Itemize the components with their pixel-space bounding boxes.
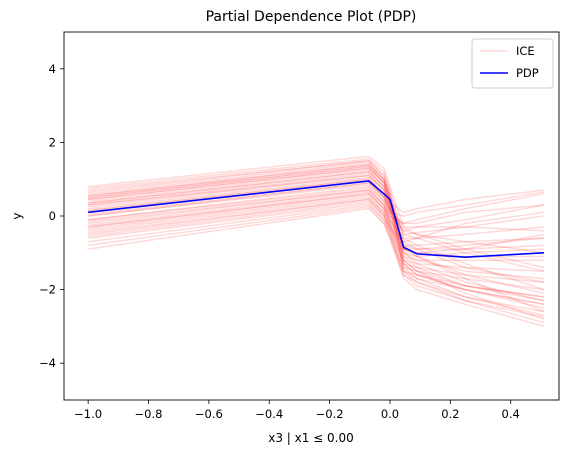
ice-line-20 [88, 193, 544, 261]
ice-line-27 [87, 206, 545, 324]
ice-line-14 [88, 182, 545, 217]
ice-line-37 [88, 165, 545, 236]
ice-line-28 [87, 207, 545, 328]
ice-line-26 [88, 204, 545, 313]
ice-line-3 [88, 161, 545, 320]
ice-line-35 [88, 198, 545, 243]
ice-line-21 [88, 195, 544, 272]
y-tick-label: 2 [49, 135, 56, 149]
ice-line-7 [88, 169, 545, 309]
x-tick-label: 0.2 [441, 407, 459, 421]
ice-line-25 [88, 202, 545, 306]
x-tick-label: 0.4 [502, 407, 520, 421]
plot-area [87, 155, 545, 328]
y-tick-label: −4 [39, 356, 56, 370]
x-axis-ticks: −1.0 −0.8 −0.6 −0.4 −0.2 0.0 0.2 0.4 [74, 400, 520, 421]
ice-line-5 [88, 165, 545, 302]
ice-line-39 [88, 193, 545, 306]
legend: ICE PDP [471, 38, 554, 89]
ice-line-33 [88, 182, 545, 302]
x-tick-label: 0.0 [381, 407, 399, 421]
ice-line-18 [88, 189, 544, 250]
ice-line-19 [88, 191, 544, 258]
y-tick-label: 0 [49, 209, 56, 223]
ice-line-23 [88, 198, 545, 291]
legend-pdp-label: PDP [516, 66, 539, 80]
x-tick-label: −0.8 [135, 407, 163, 421]
x-tick-label: −0.4 [255, 407, 283, 421]
ice-line-1 [88, 158, 545, 291]
y-tick-label: −2 [39, 283, 56, 297]
ice-line-32 [88, 174, 544, 280]
ice-line-15 [88, 183, 545, 225]
pdp-line-group [88, 180, 544, 259]
x-tick-label: −1.0 [74, 407, 102, 421]
ice-line-0 [88, 155, 545, 269]
legend-ice-label: ICE [516, 44, 535, 58]
y-tick-label: 4 [49, 62, 56, 76]
chart-title: Partial Dependence Plot (PDP) [206, 9, 417, 25]
ice-line-11 [88, 176, 545, 254]
ice-line-38 [88, 178, 545, 317]
x-tick-label: −0.2 [316, 407, 344, 421]
legend-box [471, 38, 554, 89]
y-axis-label: y [10, 212, 24, 219]
ice-line-12 [88, 178, 544, 232]
y-axis-ticks: −4 −2 0 2 4 [39, 62, 64, 370]
pdp-line [88, 180, 544, 259]
ice-line-24 [88, 200, 545, 298]
ice-line-36 [88, 171, 544, 214]
ice-line-4 [88, 163, 545, 318]
x-axis-label: x3 | x1 ≤ 0.00 [268, 431, 354, 445]
ice-line-34 [88, 189, 545, 254]
ice-line-17 [88, 187, 544, 239]
ice-line-10 [88, 174, 545, 272]
ice-line-2 [88, 160, 545, 313]
x-tick-label: −0.6 [195, 407, 223, 421]
ice-line-8 [88, 171, 545, 298]
ice-line-22 [88, 196, 544, 283]
